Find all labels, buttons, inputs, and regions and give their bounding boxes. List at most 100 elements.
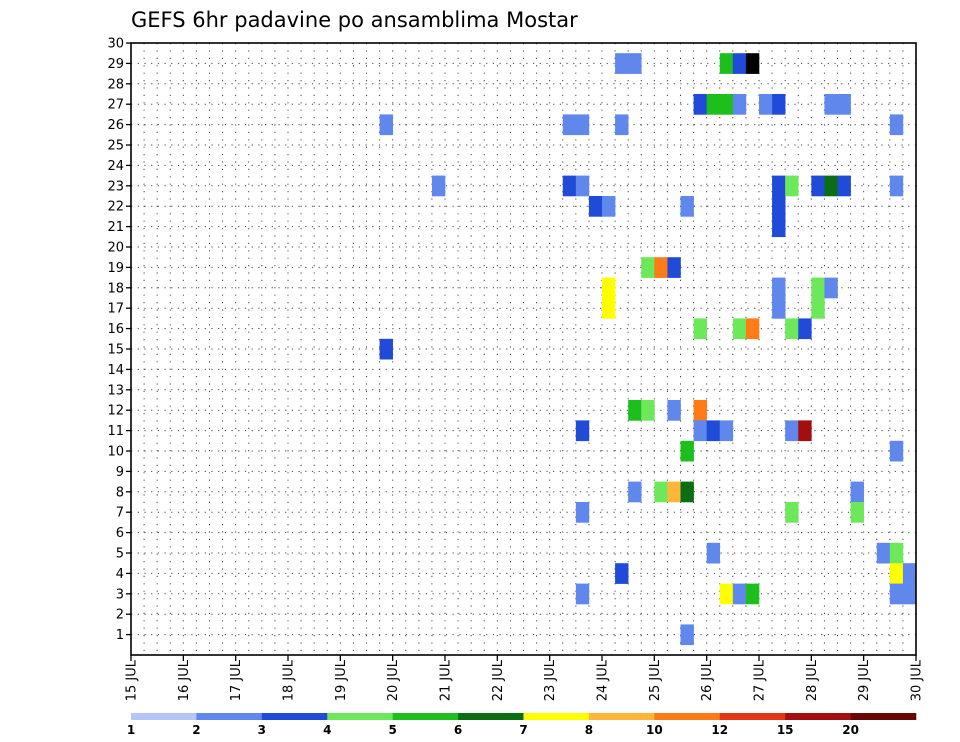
y-tick-label: 6 bbox=[116, 526, 124, 541]
heatmap-cell bbox=[850, 502, 864, 523]
heatmap-cell bbox=[772, 175, 786, 197]
colorbar-swatch bbox=[719, 713, 786, 720]
x-tick-label: 19 JUL bbox=[334, 659, 349, 701]
heatmap-cell bbox=[772, 196, 786, 217]
heatmap-cell bbox=[615, 114, 629, 136]
colorbar-swatch bbox=[392, 713, 459, 720]
heatmap-cells bbox=[379, 53, 917, 646]
heatmap-cell bbox=[889, 563, 904, 584]
y-tick-label: 2 bbox=[116, 608, 124, 623]
colorbar-swatch bbox=[654, 713, 721, 720]
heatmap-cell bbox=[654, 481, 668, 503]
heatmap-cell bbox=[719, 94, 734, 115]
y-tick-label: 17 bbox=[107, 302, 124, 317]
y-tick-label: 10 bbox=[107, 445, 124, 460]
heatmap-cell bbox=[902, 563, 917, 584]
heatmap-cell bbox=[680, 481, 694, 503]
y-tick-label: 23 bbox=[107, 179, 124, 194]
heatmap-cell bbox=[654, 257, 668, 278]
heatmap-cell bbox=[575, 502, 590, 523]
colorbar-label: 2 bbox=[192, 723, 200, 737]
heatmap-cell bbox=[431, 175, 446, 197]
heatmap-cell bbox=[824, 175, 838, 197]
heatmap-cell bbox=[693, 420, 707, 442]
heatmap-cell bbox=[889, 175, 904, 197]
colorbar-swatch bbox=[327, 713, 393, 720]
y-tick-label: 18 bbox=[107, 281, 124, 296]
x-tick-label: 23 JUL bbox=[543, 659, 558, 701]
heatmap-cell bbox=[876, 542, 891, 564]
heatmap-cell bbox=[641, 400, 655, 421]
y-tick-label: 1 bbox=[116, 628, 124, 643]
heatmap-cell bbox=[706, 542, 721, 564]
heatmap-cell bbox=[628, 481, 642, 503]
heatmap-cell bbox=[902, 583, 917, 605]
heatmap-cell bbox=[706, 94, 721, 115]
y-tick-label: 4 bbox=[116, 567, 124, 582]
x-tick-label: 21 JUL bbox=[439, 659, 454, 701]
heatmap-cell bbox=[772, 298, 786, 319]
heatmap-cell bbox=[785, 502, 799, 523]
heatmap-cell bbox=[732, 94, 747, 115]
heatmap-cell bbox=[745, 53, 760, 74]
heatmap-cell bbox=[732, 318, 747, 340]
heatmap-cell bbox=[667, 481, 681, 503]
heatmap-cell bbox=[693, 400, 707, 421]
y-tick-label: 21 bbox=[107, 220, 124, 235]
y-tick-label: 24 bbox=[107, 159, 124, 174]
heatmap-cell bbox=[798, 318, 812, 340]
x-tick-label: 17 JUL bbox=[229, 659, 244, 701]
heatmap-cell bbox=[772, 277, 786, 299]
y-tick-label: 20 bbox=[107, 241, 124, 256]
heatmap-cell bbox=[732, 53, 747, 74]
plot-frame bbox=[130, 42, 917, 656]
heatmap-cell bbox=[759, 94, 773, 115]
heatmap-cell bbox=[850, 481, 864, 503]
heatmap-cell bbox=[575, 583, 590, 605]
heatmap-cell bbox=[837, 175, 851, 197]
y-tick-label: 25 bbox=[107, 139, 124, 154]
heatmap-cell bbox=[811, 277, 825, 299]
heatmap-cell bbox=[706, 420, 721, 442]
y-tick-label: 27 bbox=[107, 98, 124, 113]
colorbar-label: 15 bbox=[777, 723, 794, 737]
chart-title: GEFS 6hr padavine po ansamblima Mostar bbox=[131, 8, 578, 32]
heatmap-cell bbox=[824, 277, 838, 299]
colorbar-label: 12 bbox=[711, 723, 728, 737]
heatmap-cell bbox=[680, 440, 694, 462]
colorbar-label: 10 bbox=[646, 723, 663, 737]
heatmap-cell bbox=[680, 624, 694, 646]
heatmap-cell bbox=[889, 583, 904, 605]
colorbar-label: 3 bbox=[258, 723, 266, 737]
y-tick-label: 15 bbox=[107, 343, 124, 358]
heatmap-cell bbox=[889, 440, 904, 462]
heatmap-cell bbox=[772, 94, 786, 115]
heatmap-cell bbox=[745, 318, 760, 340]
x-tick-label: 28 JUL bbox=[805, 659, 820, 701]
x-tick-label: 25 JUL bbox=[648, 659, 663, 701]
y-tick-label: 11 bbox=[107, 424, 124, 439]
heatmap-cell bbox=[562, 175, 577, 197]
heatmap-cell bbox=[811, 175, 825, 197]
x-tick-label: 24 JUL bbox=[596, 659, 611, 701]
x-tick-label: 15 JUL bbox=[125, 659, 140, 701]
heatmap-cell bbox=[667, 400, 681, 421]
heatmap-cell bbox=[745, 583, 760, 605]
y-tick-label: 14 bbox=[107, 363, 124, 378]
colorbar-swatch bbox=[523, 713, 590, 720]
colorbar-label: 7 bbox=[519, 723, 527, 737]
heatmap-cell bbox=[379, 338, 393, 360]
heatmap-cell bbox=[379, 114, 393, 136]
y-tick-label: 3 bbox=[116, 587, 124, 602]
y-tick-label: 29 bbox=[107, 57, 124, 72]
heatmap-cell bbox=[602, 277, 616, 299]
x-axis-ticks: 15 JUL 16 JUL 17 JUL 18 JUL 19 JUL 20 JUL 21 J… bbox=[125, 655, 925, 701]
heatmap-cell bbox=[680, 196, 694, 217]
heatmap-cell bbox=[785, 175, 799, 197]
colorbar-swatch bbox=[785, 713, 851, 720]
y-tick-label: 12 bbox=[107, 404, 124, 419]
heatmap-cell bbox=[798, 420, 812, 442]
heatmap-cell bbox=[772, 216, 786, 238]
grid-lines bbox=[131, 42, 916, 655]
